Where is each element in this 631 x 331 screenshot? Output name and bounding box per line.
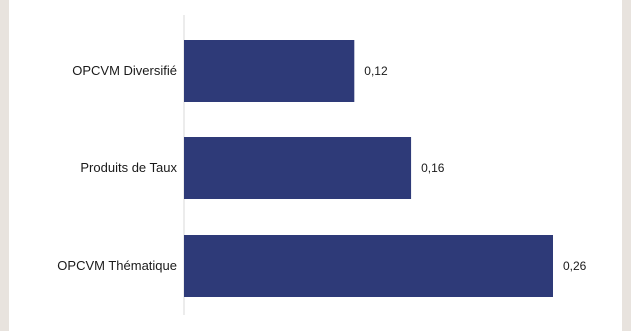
category-label-2: Produits de Taux [80,160,177,175]
bars-group: OPCVM Diversifié 0,12 Produits de Taux 0,16… [57,40,587,297]
bar-chart: OPCVM Diversifié 0,12 Produits de Taux 0,16… [57,15,587,315]
bar-3 [184,235,553,297]
bar-1 [184,40,355,102]
chart-container: OPCVM Diversifié 0,12 Produits de Taux 0,16… [9,0,622,331]
category-label-3: OPCVM Thématique [57,258,177,273]
bar-2 [184,137,412,199]
value-label-2: 0,16 [421,161,445,175]
value-label-3: 0,26 [563,259,587,273]
value-label-1: 0,12 [364,64,388,78]
category-label-1: OPCVM Diversifié [72,63,177,78]
